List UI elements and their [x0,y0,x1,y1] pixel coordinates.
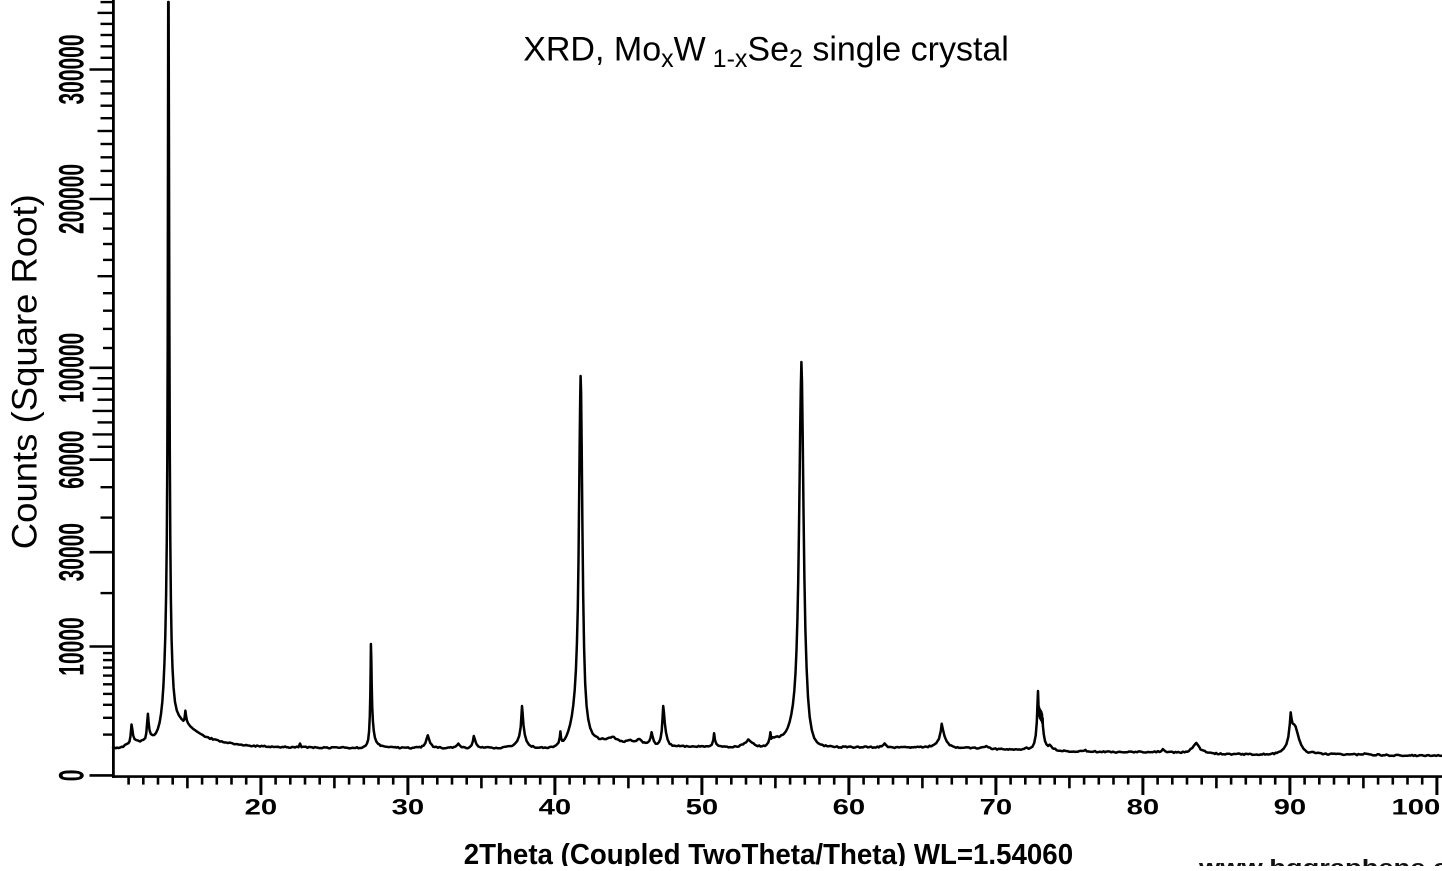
svg-text:100: 100 [1392,796,1441,820]
svg-text:40: 40 [539,796,572,820]
svg-text:300000: 300000 [53,34,92,104]
svg-text:100000: 100000 [53,333,92,403]
svg-text:Counts (Square Root): Counts (Square Root) [4,194,44,549]
svg-text:10000: 10000 [53,617,92,675]
svg-text:30000: 30000 [53,523,92,581]
svg-text:30: 30 [392,796,425,820]
svg-text:2Theta (Coupled TwoTheta/Theta: 2Theta (Coupled TwoTheta/Theta) WL=1.540… [464,838,1073,866]
svg-text:50: 50 [686,796,719,820]
svg-text:200000: 200000 [53,164,92,234]
svg-text:60000: 60000 [53,431,92,489]
svg-text:0: 0 [53,770,92,782]
svg-text:XRD, MoxW 1-xSe2 single crysta: XRD, MoxW 1-xSe2 single crystal [523,30,1009,73]
svg-text:90: 90 [1274,796,1307,820]
svg-text:60: 60 [833,796,866,820]
svg-text:70: 70 [980,796,1013,820]
svg-text:20: 20 [245,796,278,820]
svg-text:80: 80 [1127,796,1160,820]
svg-text:www.hqgraphene.com: www.hqgraphene.com [1198,856,1442,866]
